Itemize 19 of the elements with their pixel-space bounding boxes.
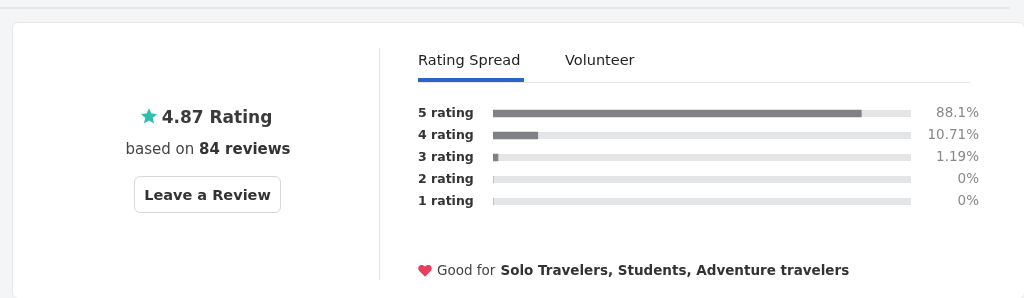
data-label: 0% — [957, 170, 980, 186]
data-label: 0% — [957, 192, 980, 208]
text: Solo Travelers, Students, Adventure travelers — [500, 262, 850, 278]
review-button[interactable]: Leave a Review — [134, 176, 281, 213]
bar — [493, 131, 539, 140]
text: 4.87 Rating — [161, 107, 273, 127]
y-tick-label: 2 rating — [418, 170, 474, 186]
y-tick-label: 5 rating — [418, 104, 474, 120]
text: Good for — [437, 262, 496, 278]
y-tick-label: 3 rating — [418, 148, 474, 164]
text: based on — [125, 140, 195, 158]
y-tick-label: 4 rating — [418, 126, 474, 142]
data-label: 1.19% — [936, 148, 980, 164]
text: Rating Spread — [418, 52, 521, 68]
y-tick-label: 1 rating — [418, 192, 474, 208]
text: Volunteer — [565, 52, 635, 68]
data-label: 88.1% — [936, 104, 980, 120]
data-label: 10.71% — [927, 126, 980, 142]
text: 84 reviews — [198, 140, 291, 158]
